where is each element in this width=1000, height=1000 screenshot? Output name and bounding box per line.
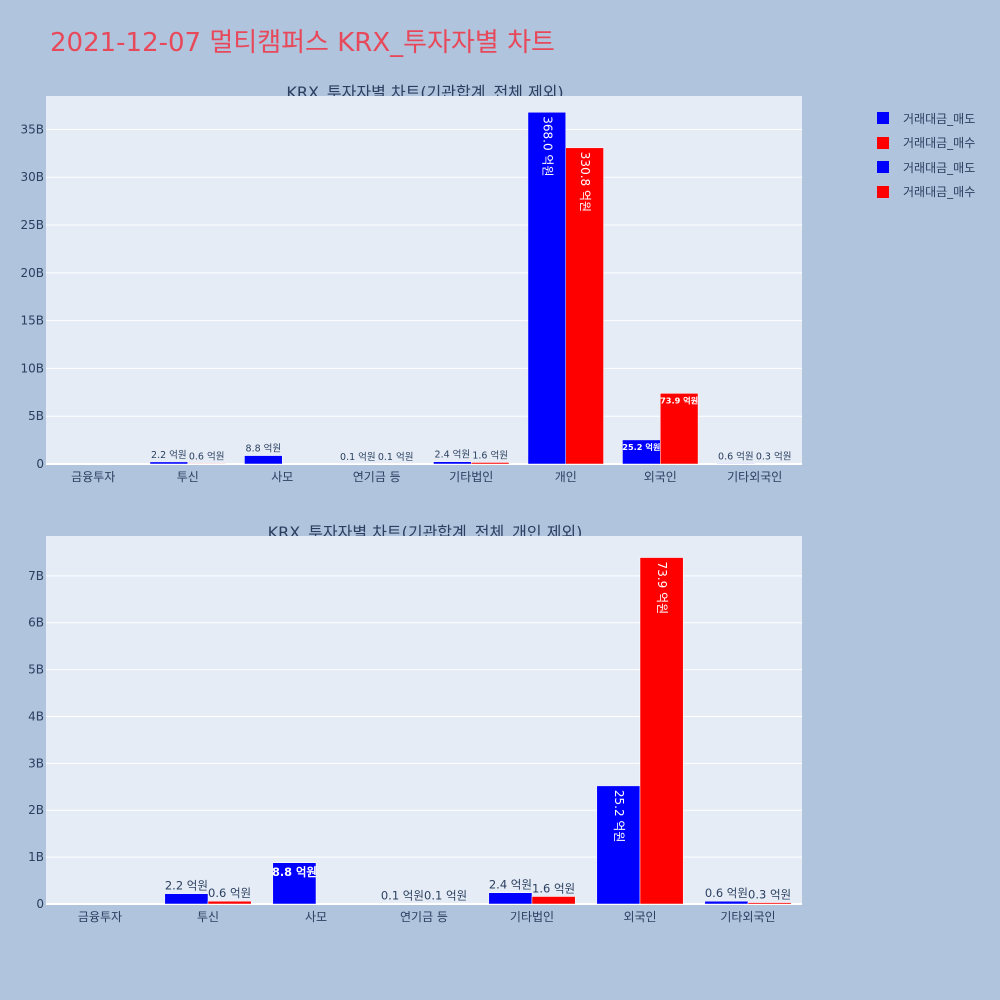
bar xyxy=(639,557,684,905)
legend-item[interactable]: 거래대금_매도 xyxy=(870,106,975,131)
y-tick-label: 4B xyxy=(28,709,44,723)
y-tick-label: 2B xyxy=(28,803,44,817)
x-tick-label: 기타외국인 xyxy=(720,910,775,924)
y-tick-label: 35B xyxy=(20,122,44,136)
y-tick-label: 5B xyxy=(28,409,44,423)
legend-item[interactable]: 거래대금_매도 xyxy=(870,155,975,180)
data-label: 0.1 억원 xyxy=(424,889,467,903)
data-label: 0.3 억원 xyxy=(748,888,791,902)
data-label: 2.4 억원 xyxy=(489,878,532,892)
legend-swatch xyxy=(877,161,889,174)
bar xyxy=(187,463,226,465)
bar xyxy=(704,900,749,905)
x-tick-label: 투신 xyxy=(177,470,199,484)
y-tick-label: 0 xyxy=(36,897,44,911)
y-tick-label: 10B xyxy=(20,361,44,375)
x-tick-label: 외국인 xyxy=(623,910,656,924)
data-label: 0.1 억원 xyxy=(381,889,424,903)
x-tick-label: 사모 xyxy=(271,470,293,484)
bar xyxy=(660,393,699,465)
legend-label: 거래대금_매수 xyxy=(903,136,976,151)
bar xyxy=(565,147,604,465)
y-tick-label: 1B xyxy=(28,850,44,864)
bar xyxy=(272,862,317,905)
legend: 거래대금_매도 거래대금_매수 거래대금_매도 거래대금_매수 xyxy=(870,106,975,204)
data-label: 8.8 억원 xyxy=(246,443,282,455)
data-label: 0.3 억원 xyxy=(756,451,792,463)
data-label: 73.9 억원 xyxy=(660,396,698,406)
x-tick-label: 개인 xyxy=(555,470,577,484)
data-label: 0.1 억원 xyxy=(340,451,376,463)
data-label: 0.6 억원 xyxy=(189,450,225,462)
y-tick-label: 6B xyxy=(28,616,44,630)
bar xyxy=(596,785,641,905)
bar xyxy=(716,463,756,465)
data-label: 2.2 억원 xyxy=(165,879,208,893)
page-title: 2021-12-07 멀티캠퍼스 KRX_투자자별 차트 xyxy=(50,28,555,58)
data-label: 1.6 억원 xyxy=(472,449,508,461)
data-label: 0.1 억원 xyxy=(378,451,414,463)
data-label: 0.6 억원 xyxy=(705,886,748,900)
y-tick-label: 5B xyxy=(28,663,44,677)
bar xyxy=(531,896,576,905)
bar xyxy=(164,893,209,905)
x-tick-label: 금융투자 xyxy=(78,910,122,924)
y-tick-label: 30B xyxy=(20,170,44,184)
legend-label: 거래대금_매도 xyxy=(903,111,976,126)
bar xyxy=(471,462,510,465)
x-tick-label: 연기금 등 xyxy=(400,910,448,924)
y-tick-label: 25B xyxy=(20,218,44,232)
data-label: 2.4 억원 xyxy=(435,449,471,461)
bar xyxy=(433,461,472,465)
data-label: 8.8 억원 xyxy=(272,865,317,879)
data-label: 25.2 억원 xyxy=(622,442,660,452)
x-tick-label: 사모 xyxy=(305,910,327,924)
data-label: 368.0 억원 xyxy=(540,116,554,176)
legend-label: 거래대금_매도 xyxy=(903,160,976,175)
bar xyxy=(488,892,533,905)
bar xyxy=(149,461,188,465)
x-tick-label: 연기금 등 xyxy=(353,470,401,484)
y-tick-label: 7B xyxy=(28,569,44,583)
legend-swatch xyxy=(877,136,889,149)
bar xyxy=(527,111,567,465)
bar xyxy=(747,902,792,905)
plot-area xyxy=(46,536,802,904)
data-label: 25.2 억원 xyxy=(612,790,626,843)
data-label: 2.2 억원 xyxy=(151,449,187,461)
bar xyxy=(622,439,661,465)
x-tick-label: 투신 xyxy=(197,910,219,924)
data-label: 1.6 억원 xyxy=(532,881,575,895)
y-tick-label: 3B xyxy=(28,756,44,770)
x-tick-label: 금융투자 xyxy=(71,470,115,484)
legend-item[interactable]: 거래대금_매수 xyxy=(870,131,975,156)
data-label: 0.6 억원 xyxy=(208,886,251,900)
x-tick-label: 기타법인 xyxy=(510,910,554,924)
data-label: 73.9 억원 xyxy=(655,562,669,615)
x-tick-label: 기타법인 xyxy=(449,470,493,484)
legend-swatch xyxy=(877,185,889,198)
y-tick-label: 15B xyxy=(20,314,44,328)
legend-swatch xyxy=(877,112,889,125)
bar xyxy=(207,900,252,905)
bar xyxy=(244,455,283,465)
legend-label: 거래대금_매수 xyxy=(903,185,976,200)
legend-item[interactable]: 거래대금_매수 xyxy=(870,180,975,205)
x-tick-label: 외국인 xyxy=(644,470,677,484)
data-label: 0.6 억원 xyxy=(718,450,754,462)
y-tick-label: 20B xyxy=(20,266,44,280)
y-tick-label: 0 xyxy=(36,457,44,471)
x-tick-label: 기타외국인 xyxy=(727,470,782,484)
data-label: 330.8 억원 xyxy=(578,152,592,212)
